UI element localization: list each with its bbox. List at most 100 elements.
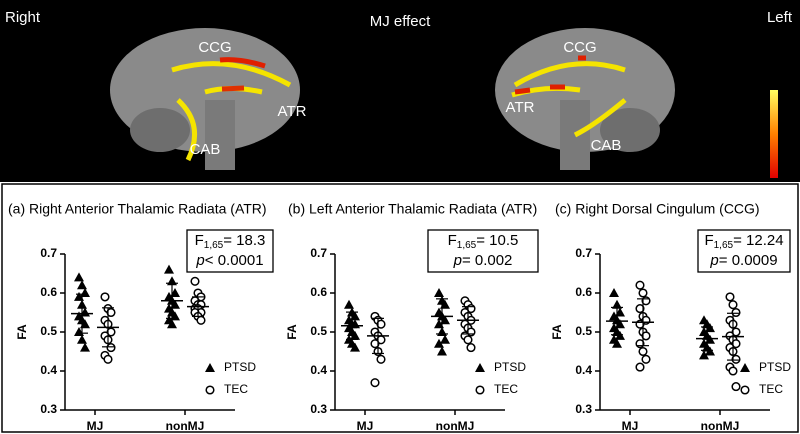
- point: [350, 342, 360, 352]
- stat-p: p= 0.0009: [709, 252, 777, 269]
- stat-part: 1,65: [204, 240, 224, 251]
- stat-box: [427, 229, 539, 273]
- legend-label: PTSD: [494, 360, 526, 374]
- point: [370, 339, 380, 349]
- y-tick-label: 0.6: [310, 285, 327, 299]
- y-axis-label: FA: [550, 324, 564, 340]
- y-tick-label: 0.6: [575, 285, 592, 299]
- stat-part: = 10.5: [476, 232, 518, 249]
- point: [437, 346, 447, 356]
- stat-f: F1,65= 18.3: [195, 232, 266, 251]
- point: [725, 292, 735, 302]
- x-tick-label: nonMJ: [701, 419, 740, 433]
- y-tick-label: 0.4: [40, 363, 57, 377]
- p-symbol: p: [453, 252, 462, 269]
- point: [731, 382, 741, 392]
- stat-box: [697, 229, 791, 273]
- x-tick-label: MJ: [622, 419, 639, 433]
- brain-title: MJ effect: [370, 13, 431, 30]
- x-tick-label: MJ: [87, 419, 104, 433]
- legend-label: TEC: [494, 382, 518, 396]
- y-tick-label: 0.5: [310, 324, 327, 338]
- point: [641, 354, 651, 364]
- right-label: Left: [767, 9, 793, 26]
- p-text: < 0.0001: [205, 252, 264, 269]
- chart-panel: [1, 183, 799, 433]
- tract-label: ATR: [278, 103, 307, 120]
- tract-label: CCG: [198, 39, 231, 56]
- p-symbol: p: [709, 252, 718, 269]
- point: [100, 292, 110, 302]
- y-tick-label: 0.4: [575, 363, 592, 377]
- stat-f: F1,65= 10.5: [448, 232, 519, 251]
- stat-part: F: [448, 232, 457, 249]
- point: [740, 385, 750, 395]
- y-tick-label: 0.7: [575, 246, 592, 260]
- point: [466, 343, 476, 353]
- x-tick-label: nonMJ: [436, 419, 475, 433]
- stat-part: 1,65: [457, 240, 477, 251]
- point: [376, 319, 386, 329]
- stat-box: [186, 229, 274, 273]
- point: [103, 354, 113, 364]
- point: [376, 354, 386, 364]
- tract-label: ATR: [506, 99, 535, 116]
- y-tick-label: 0.4: [310, 363, 327, 377]
- point: [635, 304, 645, 314]
- point: [612, 299, 622, 309]
- y-axis-label: FA: [15, 324, 29, 340]
- stat-p: p= 0.002: [453, 252, 513, 269]
- chart-title: (c) Right Dorsal Cingulum (CCG): [555, 201, 760, 217]
- y-tick-label: 0.7: [310, 246, 327, 260]
- point: [205, 363, 215, 372]
- legend-label: TEC: [759, 382, 783, 396]
- colorbar: [770, 90, 778, 178]
- point: [190, 276, 200, 286]
- stat-f: F1,65= 12.24: [704, 232, 783, 251]
- point: [463, 335, 473, 345]
- y-tick-label: 0.3: [310, 402, 327, 416]
- point: [80, 342, 90, 352]
- point: [164, 264, 174, 274]
- y-tick-label: 0.3: [40, 402, 57, 416]
- tract-label: CCG: [563, 39, 596, 56]
- legend-label: PTSD: [759, 360, 791, 374]
- x-tick-label: nonMJ: [166, 419, 205, 433]
- point: [196, 315, 206, 325]
- tract-label: CAB: [591, 137, 622, 154]
- chart-title: (a) Right Anterior Thalamic Radiata (ATR…: [8, 201, 267, 217]
- point: [612, 338, 622, 348]
- point: [728, 300, 738, 310]
- point: [641, 331, 651, 341]
- point: [77, 280, 87, 290]
- point: [106, 343, 116, 353]
- stat-part: 1,65: [714, 240, 734, 251]
- chart-title: (b) Left Anterior Thalamic Radiata (ATR): [288, 201, 537, 217]
- stat-part: F: [195, 232, 204, 249]
- left-label: Right: [5, 9, 41, 26]
- stat-p: p< 0.0001: [195, 252, 263, 269]
- point: [167, 319, 177, 329]
- p-text: = 0.0009: [719, 252, 778, 269]
- brain-right: [110, 28, 300, 170]
- point: [705, 346, 715, 356]
- y-tick-label: 0.7: [40, 246, 57, 260]
- point: [635, 362, 645, 372]
- point: [344, 299, 354, 309]
- y-tick-label: 0.3: [575, 402, 592, 416]
- y-tick-label: 0.6: [40, 285, 57, 299]
- point: [635, 280, 645, 290]
- brain-left: [495, 28, 675, 170]
- point: [475, 363, 485, 372]
- point: [728, 366, 738, 376]
- y-tick-label: 0.5: [575, 324, 592, 338]
- point: [638, 288, 648, 298]
- point: [77, 334, 87, 344]
- y-axis-label: FA: [285, 324, 299, 340]
- stat-part: F: [704, 232, 713, 249]
- tract-label: CAB: [190, 141, 221, 158]
- point: [609, 288, 619, 297]
- y-tick-label: 0.5: [40, 324, 57, 338]
- point: [731, 354, 741, 364]
